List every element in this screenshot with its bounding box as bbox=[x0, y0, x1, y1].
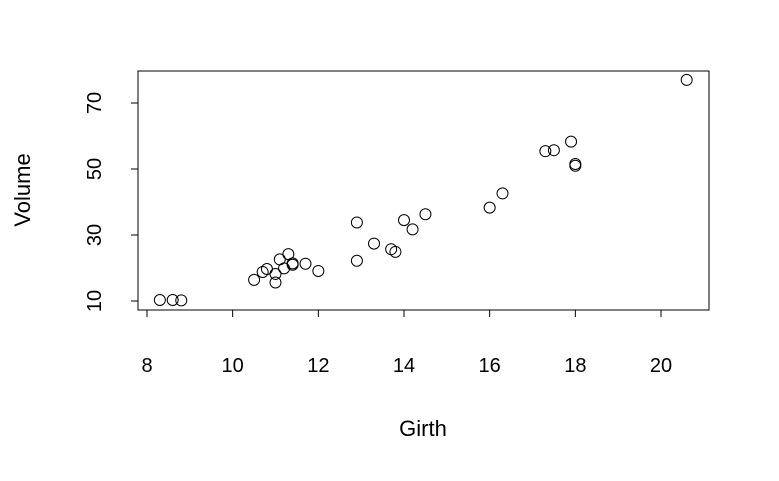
y-ticks: 10 30 50 70 bbox=[84, 92, 138, 312]
data-point bbox=[248, 273, 261, 286]
x-axis-title: Girth bbox=[399, 416, 447, 441]
data-point bbox=[286, 257, 299, 270]
x-tick-label: 10 bbox=[222, 355, 244, 377]
data-point bbox=[175, 294, 188, 307]
data-point bbox=[350, 254, 363, 267]
y-tick-label: 70 bbox=[84, 92, 106, 114]
data-point bbox=[483, 201, 496, 214]
data-points bbox=[153, 73, 693, 307]
data-point bbox=[299, 257, 312, 270]
data-point bbox=[350, 216, 363, 229]
data-point bbox=[406, 223, 419, 236]
data-point bbox=[256, 265, 269, 278]
data-point bbox=[680, 73, 693, 86]
x-ticks: 8 10 12 14 16 18 20 bbox=[141, 310, 672, 377]
x-tick-label: 8 bbox=[141, 355, 152, 377]
x-tick-label: 18 bbox=[564, 355, 586, 377]
data-point bbox=[565, 135, 578, 148]
data-point bbox=[419, 208, 432, 221]
data-point bbox=[368, 237, 381, 250]
data-point bbox=[269, 276, 282, 289]
data-point bbox=[569, 159, 582, 172]
x-tick-label: 16 bbox=[479, 355, 501, 377]
x-tick-label: 14 bbox=[393, 355, 415, 377]
y-tick-label: 30 bbox=[84, 224, 106, 246]
data-point bbox=[269, 267, 282, 280]
x-tick-label: 20 bbox=[650, 355, 672, 377]
data-point bbox=[398, 214, 410, 227]
data-point bbox=[389, 245, 402, 258]
data-point bbox=[153, 294, 166, 307]
y-axis-title: Volume bbox=[10, 153, 35, 226]
x-tick-label: 12 bbox=[307, 355, 329, 377]
data-point bbox=[547, 144, 560, 157]
y-tick-label: 10 bbox=[84, 290, 106, 312]
data-point bbox=[539, 145, 552, 158]
data-point bbox=[496, 187, 509, 200]
y-tick-label: 50 bbox=[84, 158, 106, 180]
plot-box bbox=[137, 70, 710, 311]
data-point bbox=[312, 264, 325, 277]
data-point bbox=[166, 294, 179, 307]
